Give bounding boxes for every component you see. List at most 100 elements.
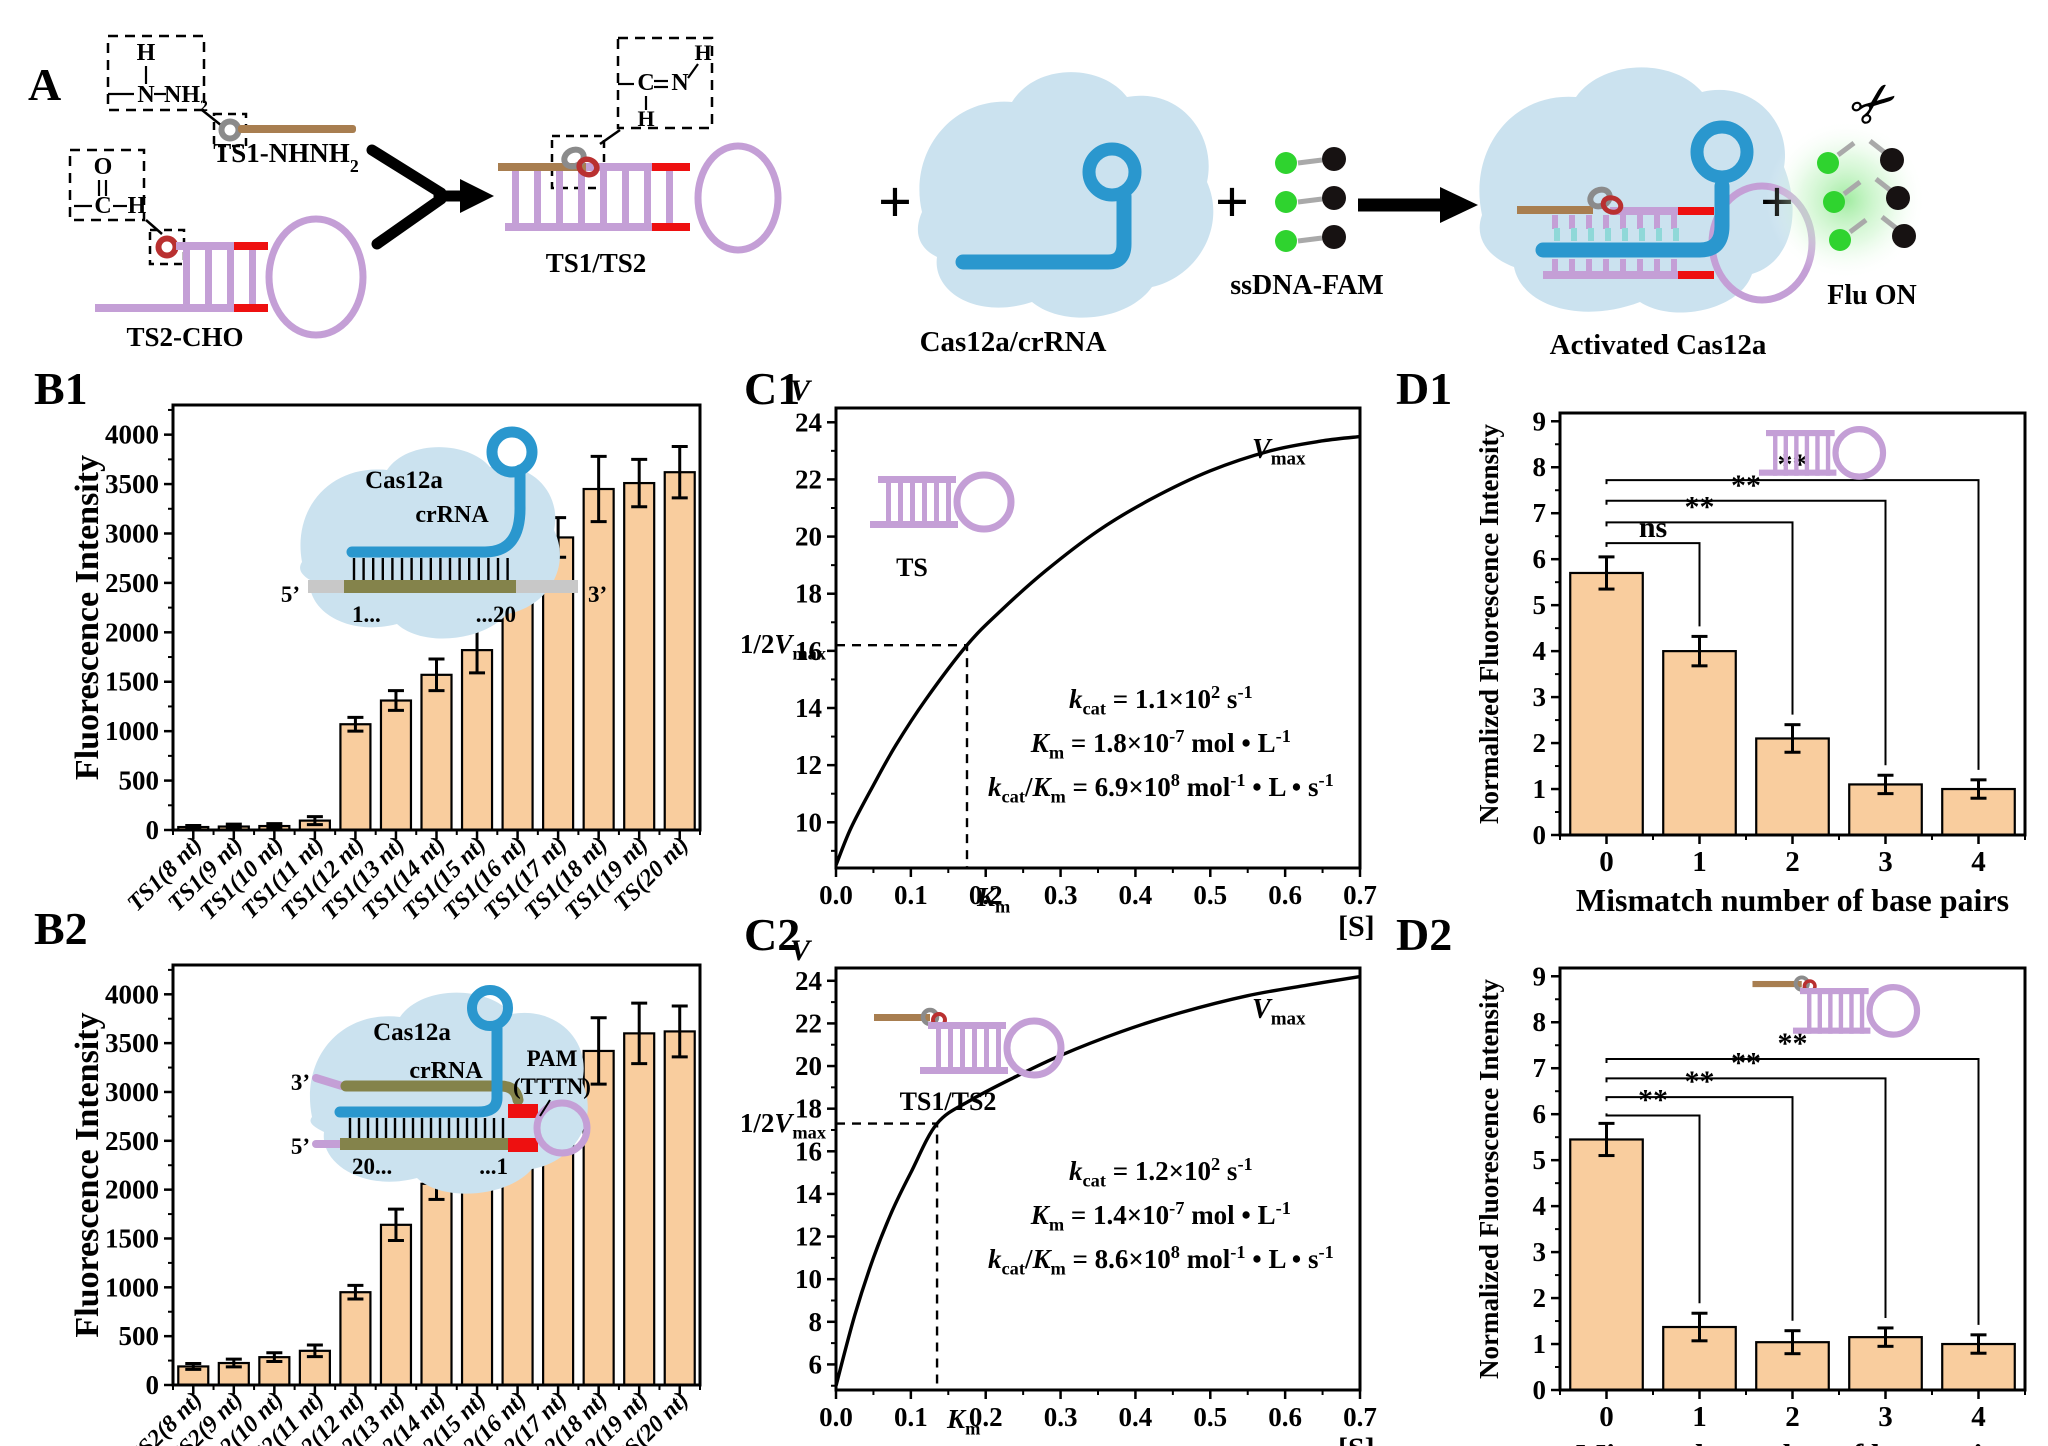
ts1-nhnh2-structure: H N NH2 TS1-NHNH2 (106, 34, 359, 176)
decoration (898, 476, 903, 528)
decoration (1678, 207, 1714, 215)
decoration: = 8.6×10 (1065, 1243, 1171, 1274)
ts2-label: TS2-CHO (126, 322, 243, 352)
C2-km-label: Km (947, 1404, 980, 1439)
decoration: m (1050, 786, 1066, 807)
y-tick-label: 7 (1533, 498, 1547, 528)
y-tick-label: 4 (1533, 1191, 1547, 1221)
crrna-strand (334, 1020, 503, 1118)
hairpin-inset (1758, 426, 1887, 480)
activated-cas12a-label: Activated Cas12a (1550, 329, 1767, 361)
bar (379, 699, 413, 832)
x-tick-label: 0.2 (969, 880, 1003, 910)
cas12a-crrna-complex: Cas12a/crRNA (917, 72, 1214, 358)
decoration: -1 (1230, 1241, 1246, 1262)
C1-kinetics-line: kcat = 1.1×102 s-1 (901, 682, 1421, 719)
y-tick-label: 9 (1533, 406, 1547, 436)
ts1-strand (238, 125, 356, 133)
bar (582, 487, 615, 832)
decoration (366, 144, 468, 250)
y-axis-title: Fluorescence Intensity (69, 1012, 106, 1337)
ssdna-fam-label: ssDNA-FAM (1230, 270, 1383, 301)
hydrazide-n: N (137, 82, 155, 108)
plot-frame (171, 963, 702, 1387)
y-tick-label: 8 (1533, 452, 1547, 482)
x-tick-label: 0.5 (1193, 1402, 1227, 1432)
michaelis-menten-curve (834, 434, 1361, 866)
y-tick-label: 6 (1533, 544, 1547, 574)
x-tick-label: 0.7 (1343, 1402, 1377, 1432)
decoration (687, 63, 699, 79)
decoration: cat (1001, 786, 1025, 807)
decoration (1569, 215, 1575, 229)
C2-s-axis-label: [S] (1338, 1432, 1375, 1446)
y-tick-label: 7 (1533, 1053, 1547, 1083)
significance-bracket (1605, 1077, 1887, 1318)
decoration: -1 (1318, 769, 1334, 790)
x-axis-title: Mismatch number of base pairs (1576, 882, 2009, 918)
crrna-strand (346, 464, 526, 558)
y-tick-label: 3500 (105, 1028, 159, 1058)
panel-a-schematic: H N NH2 TS1-NHNH2 O C H (68, 34, 1926, 361)
significance-bracket (1605, 479, 1980, 770)
decoration (505, 223, 652, 231)
decoration: -1 (1275, 725, 1291, 746)
bar (623, 1032, 656, 1387)
decoration (1859, 988, 1865, 1034)
significance-label: ** (1731, 1046, 1761, 1079)
decoration: V (790, 934, 811, 967)
decoration: 1/2 (739, 629, 775, 660)
duplex-teeth (1552, 215, 1679, 271)
C1-kinetics-line: kcat/Km = 6.9×108 mol-1 • L • s-1 (901, 770, 1421, 807)
hydrazone-h-top: H (694, 40, 711, 65)
decoration (498, 163, 586, 171)
decoration (1842, 180, 1862, 196)
decoration (205, 246, 212, 312)
decoration (666, 167, 673, 227)
decoration (922, 476, 927, 528)
x-tick-label: 0.3 (1044, 880, 1078, 910)
chart-C1: 10 12 14 16 18 20 22 24 0.0 0.1 0.2 0.3 0.4 0.5 0.6 0.7 (795, 407, 1377, 910)
decoration (1766, 430, 1835, 437)
decoration (1794, 430, 1799, 476)
c2-inset-label: TS1/TS2 (900, 1087, 997, 1116)
pam-block (508, 1104, 538, 1118)
decoration: 8 (1170, 769, 1180, 790)
C2-vmax-label: Vmax (1252, 994, 1306, 1031)
fam-dye-icon (1275, 152, 1297, 174)
y-tick-label: 22 (795, 1008, 822, 1038)
hairpin-loop (265, 215, 367, 339)
panel-label-c1: C1 (744, 363, 801, 414)
decoration (1654, 215, 1660, 229)
inset-pos-start: 20... (352, 1154, 392, 1179)
y-tick-label: 3500 (105, 469, 159, 499)
inset-5prime-label: 5’ (281, 582, 300, 607)
inset-3prime-label: 3’ (291, 1070, 310, 1095)
crrna-hairpin-loop (467, 985, 513, 1031)
y-tick-label: 18 (795, 1094, 822, 1124)
fam-dye-icon (1817, 152, 1839, 174)
category-label: 4 (1971, 1401, 1986, 1433)
decoration: • L • s (1245, 771, 1319, 802)
y-tick-label: 3000 (105, 1077, 159, 1107)
hydrazide-h: H (137, 40, 156, 66)
decoration: max (1270, 448, 1306, 470)
chart-C2: 6 8 10 12 14 16 18 20 22 24 0.0 0.1 0.2 0.3 0.4 0.5 0.6 0… (795, 966, 1377, 1432)
c1-inset-label: TS (896, 553, 928, 582)
y-tick-label: 2 (1533, 728, 1547, 758)
panel-label-b1: B1 (34, 363, 88, 414)
decoration (1543, 271, 1678, 279)
aldehyde-h: H (128, 193, 147, 219)
y-axis-title: Fluorescence Intensity (69, 455, 106, 780)
y-tick-label: 12 (795, 1222, 822, 1252)
decoration (920, 1067, 1008, 1074)
significance-bracket (1605, 521, 1794, 715)
hairpin-loop (1866, 984, 1921, 1038)
decoration: 8 (1170, 1241, 1180, 1262)
decoration (960, 1022, 965, 1074)
decoration: max (792, 1121, 826, 1142)
decoration: m (1048, 1214, 1065, 1235)
fam-dye-icon (1275, 191, 1297, 213)
decoration (145, 219, 163, 235)
